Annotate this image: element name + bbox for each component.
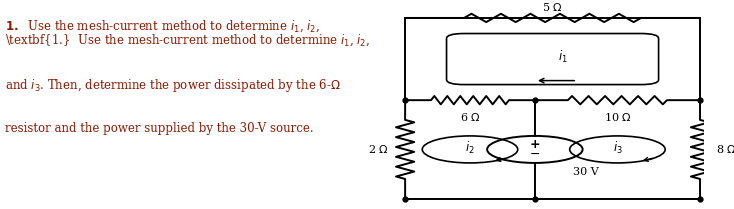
Text: +: + bbox=[529, 138, 540, 151]
Text: $\mathbf{1.}$  Use the mesh-current method to determine $i_1$, $i_2$,: $\mathbf{1.}$ Use the mesh-current metho… bbox=[5, 19, 320, 34]
Text: and $i_3$. Then, determine the power dissipated by the 6-$\Omega$: and $i_3$. Then, determine the power dis… bbox=[5, 76, 341, 93]
Text: 30 V: 30 V bbox=[573, 167, 599, 177]
Text: $i_1$: $i_1$ bbox=[559, 49, 568, 65]
Text: 8 $\Omega$: 8 $\Omega$ bbox=[716, 143, 734, 155]
Text: 10 $\Omega$: 10 $\Omega$ bbox=[603, 111, 631, 123]
Text: resistor and the power supplied by the 30-V source.: resistor and the power supplied by the 3… bbox=[5, 122, 313, 135]
Text: $i_3$: $i_3$ bbox=[613, 140, 622, 157]
Text: 6 $\Omega$: 6 $\Omega$ bbox=[459, 111, 480, 123]
Text: \textbf{1.}  Use the mesh-current method to determine $i_1$, $i_2$,: \textbf{1.} Use the mesh-current method … bbox=[5, 33, 370, 48]
Text: 2 $\Omega$: 2 $\Omega$ bbox=[368, 143, 389, 155]
Text: $i_2$: $i_2$ bbox=[465, 140, 475, 157]
Text: −: − bbox=[530, 148, 540, 161]
Text: 5 $\Omega$: 5 $\Omega$ bbox=[542, 1, 563, 13]
